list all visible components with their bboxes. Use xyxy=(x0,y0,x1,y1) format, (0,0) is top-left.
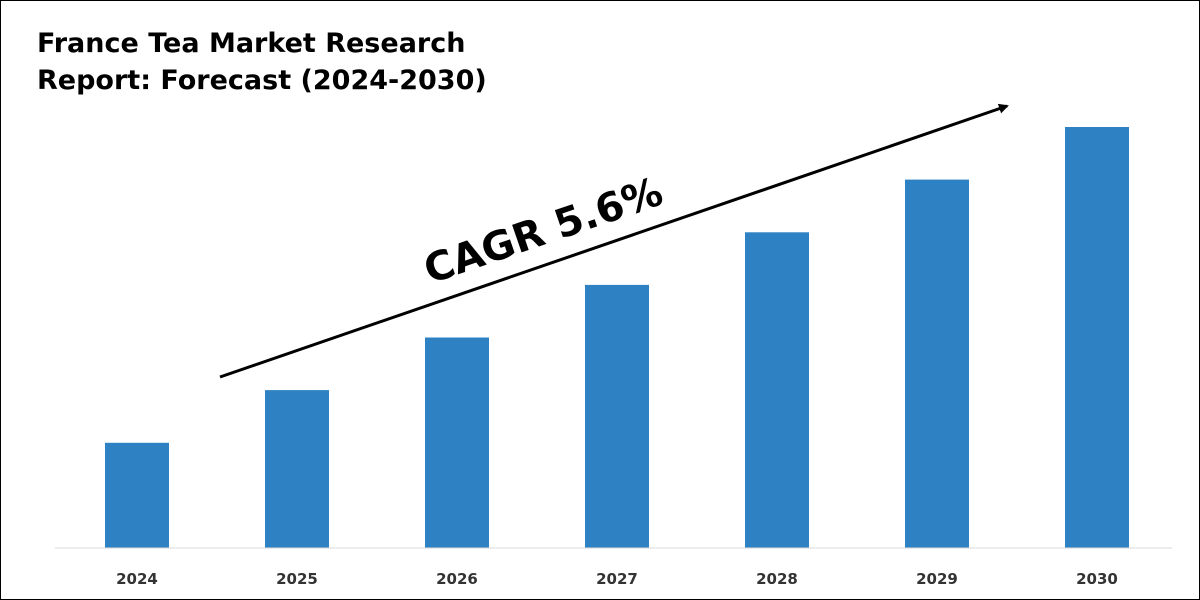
x-tick-label-2029: 2029 xyxy=(916,570,958,588)
cagr-label: CAGR 5.6% xyxy=(418,169,668,293)
x-tick-label-2027: 2027 xyxy=(596,570,638,588)
x-tick-label-2024: 2024 xyxy=(116,570,158,588)
x-tick-label-2030: 2030 xyxy=(1076,570,1118,588)
bar-2025 xyxy=(265,390,329,548)
bar-series xyxy=(105,127,1129,549)
bar-2027 xyxy=(585,284,649,548)
bar-2024 xyxy=(105,442,169,549)
bar-2029 xyxy=(905,179,969,548)
cagr-arrow xyxy=(219,103,1009,379)
chart-title-line-1: France Tea Market Research xyxy=(37,28,466,59)
x-axis-tick-labels: 2024 2025 2026 2027 2028 2029 2030 xyxy=(116,570,1118,588)
chart-title: France Tea Market Research Report: Forec… xyxy=(37,25,487,99)
x-tick-label-2028: 2028 xyxy=(756,570,798,588)
bar-2030 xyxy=(1065,127,1129,548)
x-tick-label-2025: 2025 xyxy=(276,570,318,588)
bar-2026 xyxy=(425,337,489,548)
x-tick-label-2026: 2026 xyxy=(436,570,478,588)
bar-2028 xyxy=(745,232,809,549)
chart-title-line-2: Report: Forecast (2024-2030) xyxy=(37,65,487,96)
